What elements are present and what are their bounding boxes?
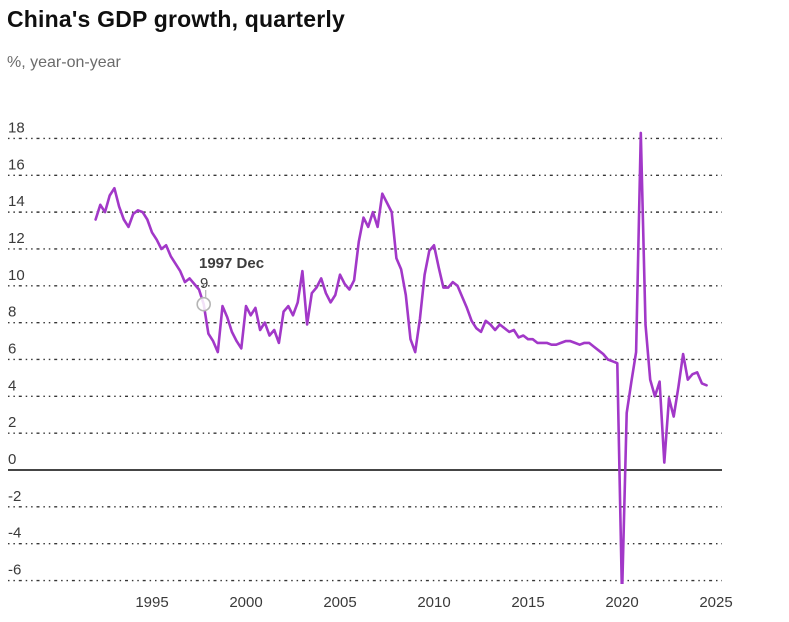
chart-subtitle: %, year-on-year bbox=[7, 54, 121, 71]
x-axis: 1995 2000 2005 2010 2015 2020 2025 bbox=[135, 594, 732, 611]
y-tick-label: 2 bbox=[8, 414, 16, 431]
y-tick-label: 18 bbox=[8, 119, 25, 136]
x-tick-label: 2020 bbox=[605, 594, 638, 611]
y-tick-label: 6 bbox=[8, 340, 16, 357]
x-tick-label: 2000 bbox=[229, 594, 262, 611]
x-tick-label: 2025 bbox=[699, 594, 732, 611]
x-tick-label: 2015 bbox=[511, 594, 544, 611]
highlight-marker bbox=[196, 296, 211, 312]
x-tick-label: 2010 bbox=[417, 594, 450, 611]
annotation-1997-dec: 1997 Dec 9 bbox=[196, 255, 264, 312]
y-tick-label: -4 bbox=[8, 525, 21, 542]
y-tick-label: 8 bbox=[8, 304, 16, 321]
y-grid: 18 16 14 12 10 8 6 4 2 0 -2 -4 -6 bbox=[8, 119, 722, 582]
series-group bbox=[94, 131, 708, 584]
y-tick-label: 4 bbox=[8, 377, 16, 394]
chart-title: China's GDP growth, quarterly bbox=[7, 6, 346, 32]
y-tick-label: 0 bbox=[8, 451, 16, 468]
y-tick-label: -2 bbox=[8, 488, 21, 505]
annotation-label: 1997 Dec bbox=[199, 255, 264, 272]
y-tick-label: 12 bbox=[8, 230, 25, 247]
x-tick-label: 1995 bbox=[135, 594, 168, 611]
gdp-line bbox=[94, 131, 708, 584]
annotation-value: 9 bbox=[200, 275, 208, 292]
y-tick-label: 14 bbox=[8, 193, 25, 210]
y-tick-label: 10 bbox=[8, 267, 25, 284]
x-tick-label: 2005 bbox=[323, 594, 356, 611]
y-tick-label: -6 bbox=[8, 562, 21, 579]
y-tick-label: 16 bbox=[8, 156, 25, 173]
